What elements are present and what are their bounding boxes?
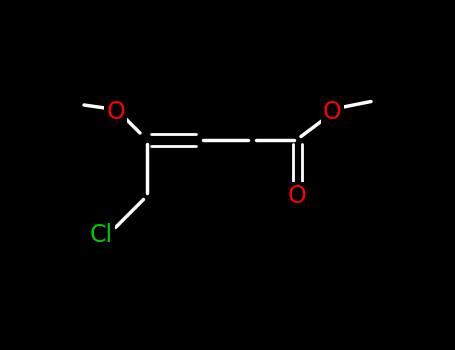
Text: O: O [323, 100, 342, 124]
Text: Cl: Cl [90, 223, 113, 246]
Text: O: O [106, 100, 125, 124]
Text: O: O [288, 184, 307, 208]
